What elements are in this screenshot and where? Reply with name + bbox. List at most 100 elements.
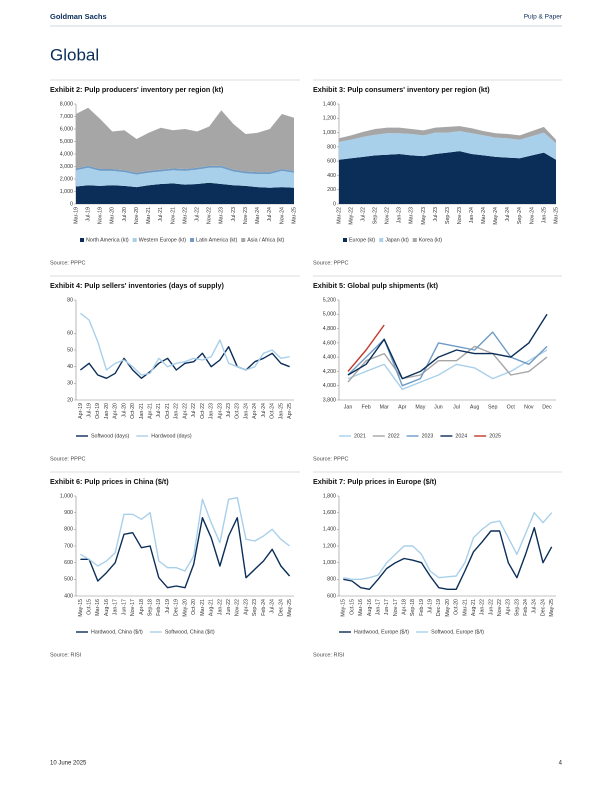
x-tick-label: Nov-22 xyxy=(497,599,503,616)
x-tick-label: Jul-22 xyxy=(195,207,201,221)
x-tick-label: Oct xyxy=(507,404,516,410)
x-tick-label: Mar-23 xyxy=(219,207,225,224)
x-tick-label: Mar-24 xyxy=(481,207,487,224)
x-tick-label: Jan-23 xyxy=(397,207,403,223)
y-tick-label: 600 xyxy=(327,159,336,165)
y-tick-label: 500 xyxy=(64,577,73,583)
x-tick-label: Jun xyxy=(434,404,443,410)
chart-source: Source: PPPC xyxy=(50,456,85,462)
x-tick-label: Apr-19 xyxy=(78,403,84,419)
x-tick-label: Oct-24 xyxy=(270,403,276,419)
x-tick-label: Dec-19 xyxy=(436,599,442,616)
x-tick-label: Dec xyxy=(542,404,552,410)
y-tick-label: 800 xyxy=(327,144,336,150)
y-tick-label: 4,000 xyxy=(60,151,73,157)
x-tick-label: Jan-22 xyxy=(174,403,180,419)
x-tick-label: Jan-17 xyxy=(375,599,381,615)
y-tick-label: 80 xyxy=(67,297,73,303)
x-tick-label: Jan xyxy=(344,404,353,410)
x-tick-label: Apr-21 xyxy=(148,403,154,419)
x-tick-label: Sep-22 xyxy=(373,207,379,224)
x-tick-label: Jan-20 xyxy=(104,403,110,419)
area xyxy=(76,107,294,173)
x-tick-label: Jun-22 xyxy=(488,599,494,615)
x-tick-label: Apr-23 xyxy=(217,403,223,419)
line xyxy=(80,497,291,572)
y-tick-label: 1,000 xyxy=(323,130,336,136)
x-tick-label: Jul xyxy=(453,404,460,410)
x-tick-label: Aug-21 xyxy=(209,599,215,616)
y-tick-label: 1,400 xyxy=(323,101,336,107)
x-tick-label: Apr-18 xyxy=(139,599,145,615)
x-tick-label: Mar-16 xyxy=(95,599,101,616)
x-tick-label: Jul-24 xyxy=(267,207,273,221)
x-tick-label: Sep-23 xyxy=(445,207,451,224)
y-tick-label: 5,200 xyxy=(323,297,336,303)
legend-swatch xyxy=(190,238,194,242)
y-tick-label: 0 xyxy=(333,201,336,207)
x-tick-label: Jul-24 xyxy=(261,403,267,417)
y-tick-label: 400 xyxy=(327,173,336,179)
x-tick-label: Aug-16 xyxy=(104,599,110,616)
x-tick-label: May-15 xyxy=(78,599,84,617)
x-tick-label: Aug-16 xyxy=(367,599,373,616)
x-tick-label: Jul-23 xyxy=(231,207,237,221)
y-tick-label: 30 xyxy=(67,381,73,387)
legend-label: Hardwood, China ($/t) xyxy=(91,629,143,635)
x-tick-label: Jan-24 xyxy=(469,207,475,223)
x-tick-label: Mar-16 xyxy=(358,599,364,616)
y-tick-label: 50 xyxy=(67,347,73,353)
x-tick-label: Jul-24 xyxy=(505,207,511,221)
x-tick-label: Jan-24 xyxy=(243,403,249,419)
chart-source: Source: RISI xyxy=(50,652,82,658)
page-title: Global xyxy=(50,45,99,64)
legend-swatch xyxy=(132,238,137,242)
y-tick-label: 1,600 xyxy=(323,510,336,516)
line xyxy=(79,312,290,376)
y-tick-label: 40 xyxy=(67,364,73,370)
x-tick-label: Nov xyxy=(524,404,534,410)
x-tick-label: Oct-20 xyxy=(454,599,460,615)
x-tick-label: Nov-22 xyxy=(385,207,391,224)
y-tick-label: 8,000 xyxy=(60,101,73,107)
y-tick-label: 3,800 xyxy=(323,397,336,403)
x-tick-label: Jul-24 xyxy=(270,599,276,613)
x-tick-label: May-24 xyxy=(493,207,499,225)
y-tick-label: 700 xyxy=(64,543,73,549)
x-tick-label: Jul-20 xyxy=(121,403,127,417)
x-tick-label: Jul-23 xyxy=(433,207,439,221)
legend-label: 2024 xyxy=(455,433,467,439)
x-tick-label: Mar xyxy=(380,404,389,410)
x-tick-label: Jan-21 xyxy=(139,403,145,419)
area xyxy=(76,182,294,204)
area xyxy=(339,126,556,144)
x-tick-label: Mar-24 xyxy=(255,207,261,224)
x-tick-label: Mar-22 xyxy=(336,207,342,224)
y-tick-label: 1,800 xyxy=(323,493,336,499)
line xyxy=(343,512,553,580)
x-tick-label: Aug xyxy=(470,404,479,410)
chart-source: Source: RISI xyxy=(313,652,345,658)
legend-swatch xyxy=(80,238,84,242)
x-tick-label: Oct-21 xyxy=(165,403,171,419)
legend-swatch xyxy=(241,238,246,242)
x-tick-label: Nov-17 xyxy=(393,599,399,616)
x-tick-label: Jul-22 xyxy=(361,207,367,221)
x-tick-label: Dec-19 xyxy=(174,599,180,616)
chart-title: Exhibit 6: Pulp prices in China ($/t) xyxy=(50,477,169,486)
y-tick-label: 2,000 xyxy=(60,176,73,182)
legend-label: Softwood, China ($/t) xyxy=(165,629,215,635)
x-tick-label: Nov-22 xyxy=(235,599,241,616)
chart-title: Exhibit 4: Pulp sellers' inventories (da… xyxy=(50,281,224,290)
x-tick-label: Nov-22 xyxy=(207,207,213,224)
y-tick-label: 5,000 xyxy=(60,139,73,145)
x-tick-label: Dec-24 xyxy=(278,599,284,616)
x-tick-label: Jun-17 xyxy=(121,599,127,615)
x-tick-label: May-20 xyxy=(182,599,188,617)
x-tick-label: Dec-24 xyxy=(540,599,546,616)
y-tick-label: 6,000 xyxy=(60,126,73,132)
area xyxy=(76,165,294,175)
x-tick-label: Mar-25 xyxy=(553,207,559,224)
y-tick-label: 4,800 xyxy=(323,326,336,332)
